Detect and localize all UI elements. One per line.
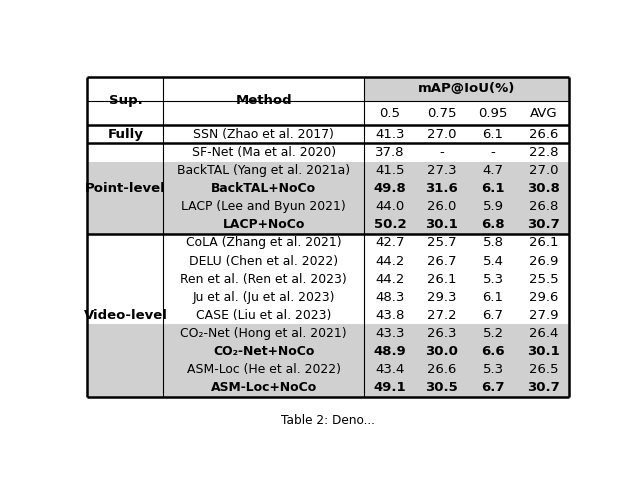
Text: SSN (Zhao et al. 2017): SSN (Zhao et al. 2017) xyxy=(193,128,334,141)
Text: 25.5: 25.5 xyxy=(529,273,558,286)
Text: 26.4: 26.4 xyxy=(529,327,558,340)
Text: 43.4: 43.4 xyxy=(375,363,404,376)
Text: 26.3: 26.3 xyxy=(427,327,456,340)
Text: 22.8: 22.8 xyxy=(529,146,558,159)
Text: 26.6: 26.6 xyxy=(427,363,456,376)
Text: 26.0: 26.0 xyxy=(427,200,456,213)
Bar xyxy=(88,379,568,396)
Text: 27.3: 27.3 xyxy=(427,164,456,177)
Text: 43.8: 43.8 xyxy=(375,309,404,322)
Text: 5.3: 5.3 xyxy=(483,273,504,286)
Text: 26.1: 26.1 xyxy=(529,237,558,249)
Text: 44.2: 44.2 xyxy=(375,254,404,268)
Text: 30.1: 30.1 xyxy=(527,345,560,358)
Text: Ju et al. (Ju et al. 2023): Ju et al. (Ju et al. 2023) xyxy=(193,291,335,304)
Text: 48.3: 48.3 xyxy=(375,291,404,304)
Bar xyxy=(88,343,568,360)
Text: 31.6: 31.6 xyxy=(425,182,458,195)
Text: 26.6: 26.6 xyxy=(529,128,558,141)
Text: 30.0: 30.0 xyxy=(425,345,458,358)
Text: 29.6: 29.6 xyxy=(529,291,558,304)
Text: 44.0: 44.0 xyxy=(375,200,404,213)
Text: 5.2: 5.2 xyxy=(483,327,504,340)
Bar xyxy=(88,324,568,343)
Text: 43.3: 43.3 xyxy=(375,327,404,340)
Text: DELU (Chen et al. 2022): DELU (Chen et al. 2022) xyxy=(189,254,339,268)
Text: 5.9: 5.9 xyxy=(483,200,504,213)
Text: Ren et al. (Ren et al. 2023): Ren et al. (Ren et al. 2023) xyxy=(180,273,347,286)
Text: 49.8: 49.8 xyxy=(374,182,406,195)
Bar xyxy=(88,161,568,180)
Text: 0.95: 0.95 xyxy=(478,107,508,120)
Text: 30.7: 30.7 xyxy=(527,381,560,394)
Text: AVG: AVG xyxy=(530,107,557,120)
Bar xyxy=(364,77,568,101)
Text: 6.1: 6.1 xyxy=(483,128,504,141)
Text: 26.9: 26.9 xyxy=(529,254,558,268)
Text: -: - xyxy=(491,146,495,159)
Text: 41.3: 41.3 xyxy=(375,128,404,141)
Text: 6.1: 6.1 xyxy=(481,182,505,195)
Text: 6.7: 6.7 xyxy=(481,381,505,394)
Text: 30.8: 30.8 xyxy=(527,182,560,195)
Text: 29.3: 29.3 xyxy=(427,291,456,304)
Text: ASM-Loc+NoCo: ASM-Loc+NoCo xyxy=(211,381,317,394)
Text: 26.7: 26.7 xyxy=(427,254,456,268)
Text: 49.1: 49.1 xyxy=(374,381,406,394)
Text: CO₂-Net+NoCo: CO₂-Net+NoCo xyxy=(213,345,314,358)
Text: 41.5: 41.5 xyxy=(375,164,404,177)
Text: CASE (Liu et al. 2023): CASE (Liu et al. 2023) xyxy=(196,309,332,322)
Text: mAP@IoU(%): mAP@IoU(%) xyxy=(418,82,515,95)
Bar xyxy=(88,198,568,216)
Text: 4.7: 4.7 xyxy=(483,164,504,177)
Text: 27.2: 27.2 xyxy=(427,309,456,322)
Text: 5.4: 5.4 xyxy=(483,254,504,268)
Bar xyxy=(88,360,568,379)
Text: BackTAL (Yang et al. 2021a): BackTAL (Yang et al. 2021a) xyxy=(177,164,350,177)
Text: SF-Net (Ma et al. 2020): SF-Net (Ma et al. 2020) xyxy=(192,146,336,159)
Text: LACP+NoCo: LACP+NoCo xyxy=(223,218,305,231)
Text: 26.1: 26.1 xyxy=(427,273,456,286)
Text: BackTAL+NoCo: BackTAL+NoCo xyxy=(211,182,316,195)
Text: -: - xyxy=(439,146,444,159)
Text: 26.8: 26.8 xyxy=(529,200,558,213)
Text: 27.0: 27.0 xyxy=(529,164,558,177)
Text: CoLA (Zhang et al. 2021): CoLA (Zhang et al. 2021) xyxy=(186,237,342,249)
Text: 44.2: 44.2 xyxy=(375,273,404,286)
Text: 27.0: 27.0 xyxy=(427,128,456,141)
Bar xyxy=(88,216,568,234)
Text: 6.7: 6.7 xyxy=(483,309,504,322)
Text: 6.8: 6.8 xyxy=(481,218,505,231)
Text: 42.7: 42.7 xyxy=(375,237,404,249)
Text: LACP (Lee and Byun 2021): LACP (Lee and Byun 2021) xyxy=(181,200,346,213)
Text: 5.8: 5.8 xyxy=(483,237,504,249)
Text: Fully: Fully xyxy=(108,128,143,141)
Text: 6.1: 6.1 xyxy=(483,291,504,304)
Text: 25.7: 25.7 xyxy=(427,237,456,249)
Text: Point-level: Point-level xyxy=(85,182,166,195)
Text: CO₂-Net (Hong et al. 2021): CO₂-Net (Hong et al. 2021) xyxy=(180,327,347,340)
Bar xyxy=(88,180,568,198)
Text: 30.7: 30.7 xyxy=(527,218,560,231)
Text: 5.3: 5.3 xyxy=(483,363,504,376)
Text: Method: Method xyxy=(236,95,292,107)
Text: 30.5: 30.5 xyxy=(425,381,458,394)
Text: 37.8: 37.8 xyxy=(375,146,404,159)
Text: 0.75: 0.75 xyxy=(427,107,456,120)
Text: ASM-Loc (He et al. 2022): ASM-Loc (He et al. 2022) xyxy=(187,363,340,376)
Text: 27.9: 27.9 xyxy=(529,309,558,322)
Text: Sup.: Sup. xyxy=(109,95,142,107)
Text: 30.1: 30.1 xyxy=(425,218,458,231)
Text: 6.6: 6.6 xyxy=(481,345,505,358)
Text: 26.5: 26.5 xyxy=(529,363,558,376)
Text: Video-level: Video-level xyxy=(83,309,168,322)
Text: 50.2: 50.2 xyxy=(374,218,406,231)
Text: 0.5: 0.5 xyxy=(380,107,401,120)
Text: Table 2: Deno...: Table 2: Deno... xyxy=(281,414,375,427)
Text: 48.9: 48.9 xyxy=(374,345,406,358)
